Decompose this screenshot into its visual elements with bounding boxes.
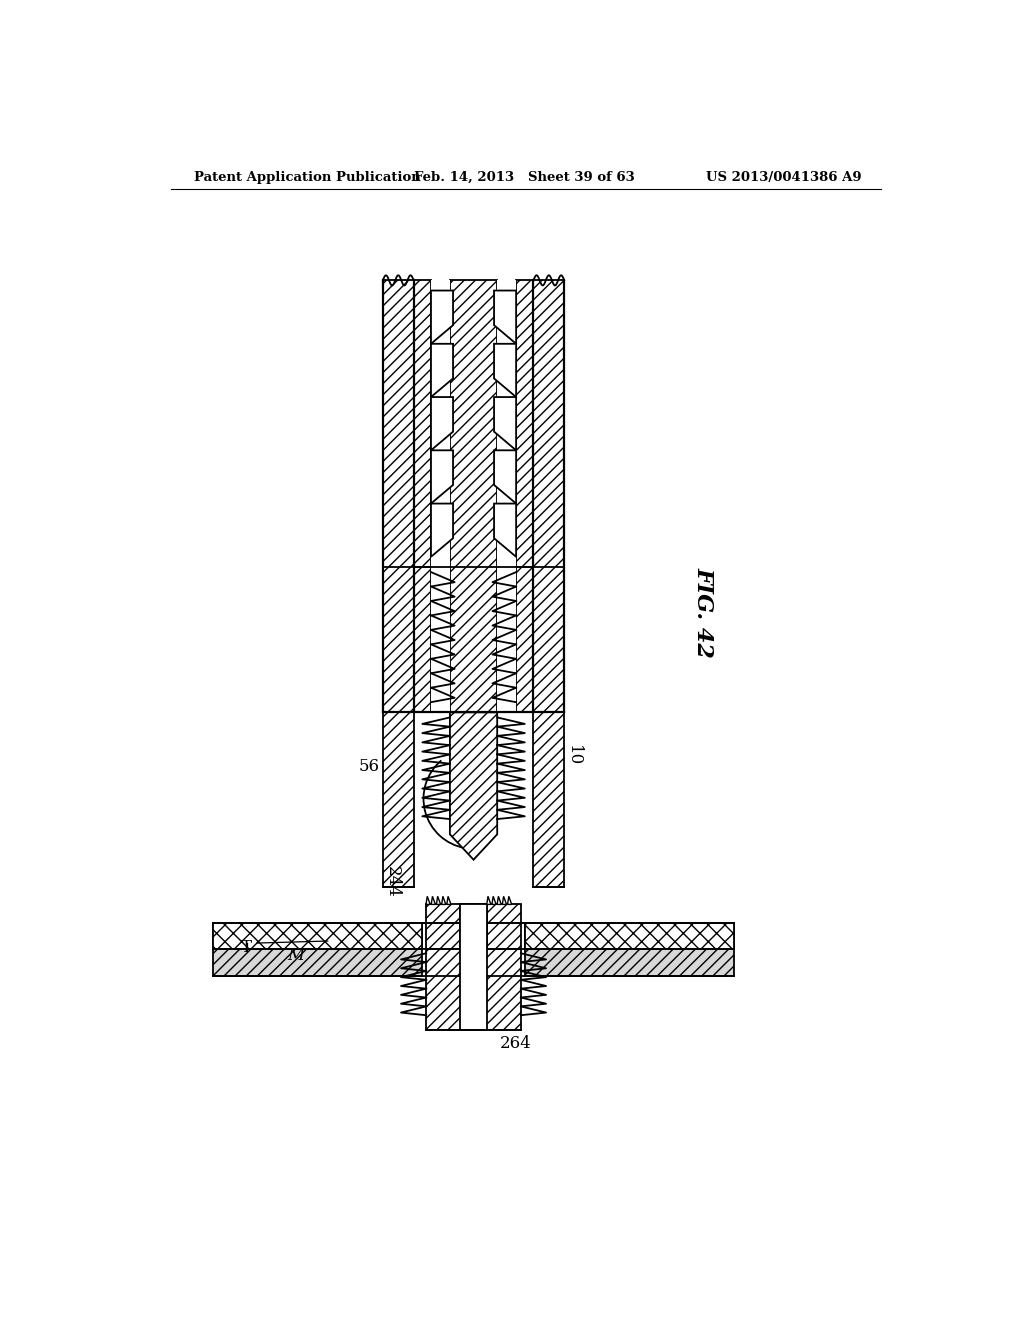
Polygon shape: [524, 923, 734, 949]
Text: Patent Application Publication: Patent Application Publication: [194, 172, 421, 185]
Text: FIG. 42: FIG. 42: [692, 568, 715, 659]
Polygon shape: [414, 568, 431, 713]
Polygon shape: [213, 923, 422, 975]
Bar: [498, 280, 516, 568]
Polygon shape: [524, 923, 734, 975]
Polygon shape: [431, 343, 453, 397]
Polygon shape: [516, 280, 534, 568]
Polygon shape: [494, 397, 516, 450]
Polygon shape: [534, 280, 564, 713]
Polygon shape: [431, 450, 453, 503]
Polygon shape: [383, 713, 414, 887]
Polygon shape: [431, 896, 435, 904]
Polygon shape: [508, 896, 512, 904]
Polygon shape: [492, 896, 496, 904]
Bar: [431, 568, 450, 713]
Text: M: M: [288, 946, 304, 964]
Text: US 2013/0041386 A9: US 2013/0041386 A9: [707, 172, 862, 185]
Polygon shape: [494, 503, 516, 557]
Polygon shape: [516, 568, 534, 713]
Polygon shape: [450, 280, 498, 713]
Polygon shape: [431, 503, 453, 557]
Polygon shape: [534, 713, 564, 887]
Bar: [431, 280, 450, 568]
Polygon shape: [383, 280, 414, 713]
Polygon shape: [426, 949, 521, 1031]
Text: 56: 56: [358, 758, 380, 775]
Text: T: T: [241, 939, 252, 956]
Polygon shape: [426, 904, 521, 949]
Polygon shape: [503, 896, 507, 904]
Polygon shape: [431, 290, 453, 343]
Text: Feb. 14, 2013   Sheet 39 of 63: Feb. 14, 2013 Sheet 39 of 63: [415, 172, 635, 185]
Polygon shape: [494, 343, 516, 397]
Bar: [460, 904, 487, 1031]
Text: 10: 10: [565, 744, 582, 766]
Polygon shape: [486, 896, 490, 904]
Polygon shape: [497, 896, 502, 904]
Polygon shape: [436, 896, 440, 904]
Polygon shape: [494, 450, 516, 503]
Polygon shape: [446, 896, 451, 904]
Polygon shape: [426, 896, 430, 904]
Polygon shape: [494, 290, 516, 343]
Text: 244: 244: [384, 866, 400, 898]
Polygon shape: [431, 397, 453, 450]
Text: 264: 264: [500, 1035, 531, 1052]
Polygon shape: [450, 713, 498, 859]
Polygon shape: [213, 923, 422, 949]
Bar: [498, 568, 516, 713]
Polygon shape: [414, 280, 431, 568]
Polygon shape: [441, 896, 445, 904]
Bar: [460, 904, 487, 949]
